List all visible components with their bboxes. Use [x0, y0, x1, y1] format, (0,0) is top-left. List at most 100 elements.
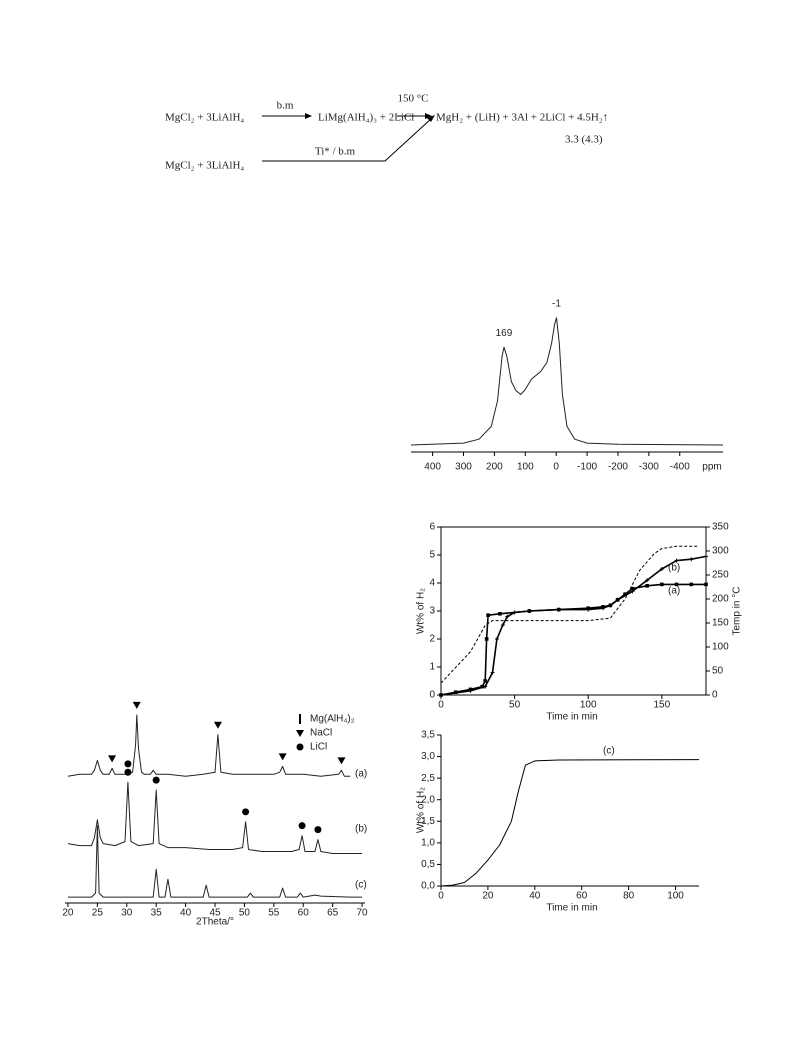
point-marker	[486, 613, 490, 617]
x-tick-label: 25	[92, 908, 104, 919]
arrow-head	[305, 113, 312, 119]
series-line	[440, 583, 706, 696]
x-tick-label: 0	[438, 700, 444, 711]
series-line	[67, 781, 363, 854]
y2-tick-label: 250	[712, 570, 729, 581]
y-tick-label: 0,5	[421, 859, 435, 870]
x-tick-label: -200	[608, 462, 628, 473]
y-tick-label: 0,0	[421, 881, 435, 892]
point-marker	[659, 567, 664, 571]
phase-marker	[124, 760, 132, 768]
x-tick-label: 50	[509, 700, 521, 711]
point-marker	[494, 637, 499, 641]
reaction-scheme: MgCl₂ + 3LiAlH₄ b.m LiMg(AlH₄)₃ + 2LiCl …	[165, 93, 608, 172]
phase-marker	[298, 822, 306, 830]
point-marker	[645, 578, 650, 583]
y-tick-label: 3	[429, 606, 435, 617]
x-tick-label: 70	[356, 908, 368, 919]
x-tick-label: 50	[239, 908, 251, 919]
point-marker	[556, 607, 561, 612]
y-tick-label: 2,0	[421, 794, 435, 805]
chart: 0 50 100 150 0 1 2 3 4 5 6 0 50 100 150 200 250 300 350 Tim…	[416, 522, 743, 723]
yield: 3.3 (4.3)	[565, 134, 603, 146]
x-tick-label: -100	[577, 462, 597, 473]
phase-marker	[278, 753, 287, 761]
y2-tick-label: 100	[712, 642, 729, 653]
x-tick-label: 65	[327, 908, 339, 919]
y-tick-label: 2,5	[421, 773, 435, 784]
legend-label: NaCl	[310, 728, 332, 739]
series-line	[67, 714, 351, 777]
x-axis-label: Time in min	[546, 712, 597, 723]
x-tick-label: 0	[438, 891, 444, 902]
arrow-label: 150 °C	[398, 93, 429, 105]
series-label: (b)	[355, 824, 367, 835]
phase-marker	[299, 714, 301, 724]
x-tick-label: 30	[121, 908, 133, 919]
point-marker	[674, 558, 679, 563]
y-tick-label: 3,5	[421, 730, 435, 741]
x-axis-label: 2Theta/°	[196, 917, 234, 928]
x-tick-label: 45	[209, 908, 221, 919]
y-axis-label: Wt% of H₂	[416, 787, 427, 833]
point-marker	[608, 603, 613, 608]
y-tick-label: 1	[429, 662, 435, 673]
series-line	[440, 759, 700, 887]
point-marker	[500, 623, 505, 627]
x-tick-label: 20	[62, 908, 74, 919]
phase-marker	[296, 743, 304, 751]
x-axis-label: Time in min	[546, 903, 597, 914]
point-marker	[660, 582, 664, 587]
phase-marker	[152, 776, 160, 784]
y2-tick-label: 350	[712, 522, 729, 533]
point-marker	[512, 610, 517, 615]
peak-label: 169	[496, 328, 513, 339]
series-label: (a)	[355, 769, 367, 780]
x-tick-label: 60	[576, 891, 588, 902]
series-line	[67, 825, 363, 898]
point-marker	[484, 637, 489, 641]
x-tick-label: -400	[670, 462, 690, 473]
series-line	[440, 555, 707, 696]
x-axis-label: ppm	[702, 462, 721, 473]
point-marker	[674, 582, 679, 587]
phase-marker	[132, 701, 141, 709]
x-tick-label: 55	[268, 908, 280, 919]
x-tick-label: 100	[517, 462, 534, 473]
point-marker	[630, 586, 635, 591]
intermediate: LiMg(AlH₄)₃ + 2LiCl	[318, 112, 414, 124]
reactant: MgCl₂ + 3LiAlH₄	[165, 160, 244, 172]
x-tick-label: 20	[482, 891, 494, 902]
series-line	[440, 545, 699, 684]
series-label: (a)	[668, 586, 680, 597]
point-marker	[689, 557, 694, 562]
y2-tick-label: 0	[712, 690, 718, 701]
x-tick-label: 100	[667, 891, 684, 902]
chart: 20 25 30 35 40 45 50 55 60 65 70 2Theta/° (a) (b) (c) M…	[62, 701, 368, 928]
x-tick-label: 200	[486, 462, 503, 473]
arrow	[262, 117, 433, 162]
point-marker	[630, 589, 635, 594]
y-tick-label: 6	[429, 522, 435, 533]
y2-axis-label: Temp in °C	[732, 586, 743, 635]
point-marker	[480, 684, 485, 689]
reactant: MgCl₂ + 3LiAlH₄	[165, 112, 244, 124]
plot-frame	[440, 526, 707, 696]
point-marker	[498, 612, 502, 616]
x-tick-label: 80	[623, 891, 635, 902]
phase-marker	[124, 768, 132, 776]
legend-label: LiCl	[310, 742, 327, 753]
y-tick-label: 5	[429, 550, 435, 561]
chart: 0 20 40 60 80 100 0,0 0,5 1,0 1,5 2,0 2,5 3,0 3,5 Time…	[416, 730, 700, 914]
series-label: (b)	[668, 563, 680, 574]
series-label: (c)	[603, 746, 615, 757]
phase-marker	[296, 730, 304, 737]
point-marker	[586, 607, 591, 612]
point-marker	[615, 597, 620, 602]
series-line	[410, 317, 724, 446]
point-marker	[483, 684, 488, 689]
y2-tick-label: 200	[712, 594, 729, 605]
peak-label: -1	[552, 298, 561, 309]
point-marker	[439, 693, 443, 697]
